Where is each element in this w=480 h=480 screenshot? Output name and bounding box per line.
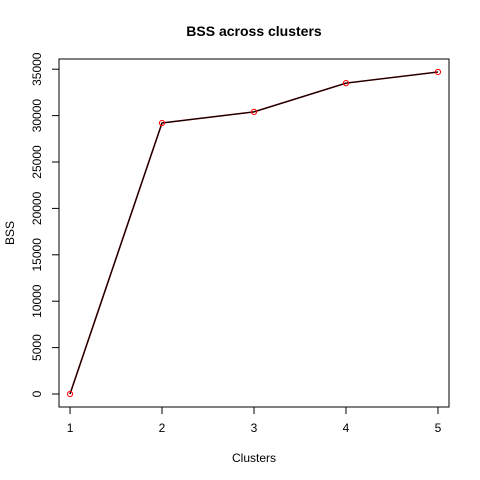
x-tick-label: 4 [343, 421, 350, 435]
data-point [158, 119, 166, 127]
x-tick-label: 2 [159, 421, 166, 435]
chart-title: BSS across clusters [186, 23, 322, 39]
data-layer [66, 68, 442, 398]
x-tick-label: 1 [67, 421, 74, 435]
y-axis-label: BSS [3, 221, 17, 245]
y-tick-label: 15000 [30, 238, 44, 272]
x-axis-label: Clusters [232, 451, 276, 465]
data-point [434, 68, 442, 76]
y-tick-label: 5000 [30, 334, 44, 361]
overlay-line [69, 71, 439, 395]
x-tick-label: 3 [251, 421, 258, 435]
data-point [342, 80, 350, 87]
data-point [250, 108, 258, 115]
y-tick-label: 20000 [30, 191, 44, 225]
y-tick-label: 30000 [30, 99, 44, 133]
y-tick-label: 35000 [30, 52, 44, 86]
data-point [66, 390, 74, 398]
series-line [69, 71, 439, 395]
y-tick-label: 10000 [30, 284, 44, 318]
y-tick-label: 0 [30, 390, 44, 397]
axes-layer: 1 2 3 4 5 0 5000 10000 15000 20000 25000 30000 35000 [30, 52, 450, 435]
y-tick-label: 25000 [30, 145, 44, 179]
x-tick-label: 5 [435, 421, 442, 435]
